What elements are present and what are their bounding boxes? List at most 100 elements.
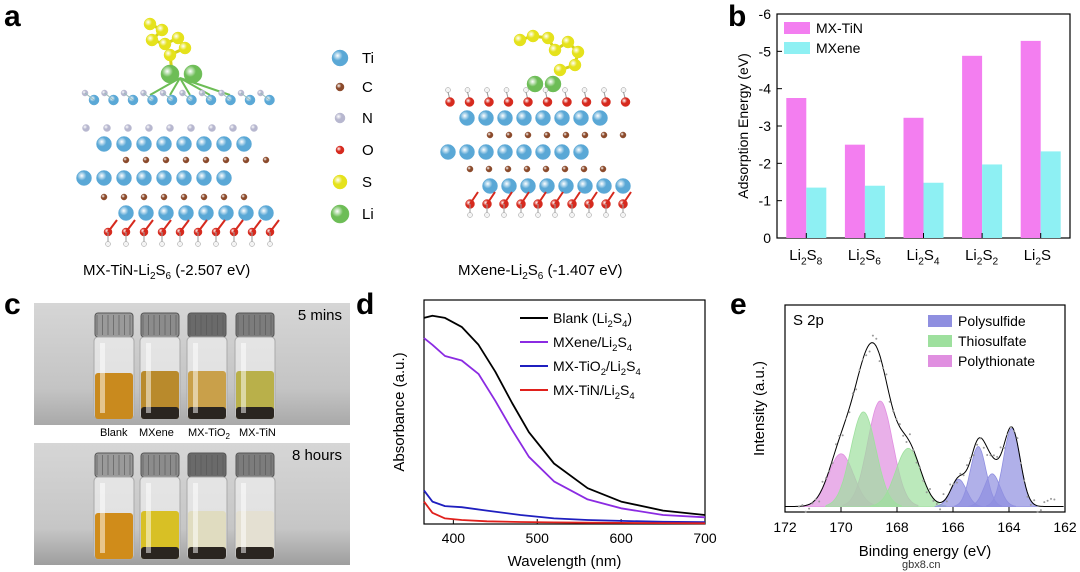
raw-data-point <box>814 498 817 501</box>
raw-data-point <box>986 454 989 456</box>
raw-data-point <box>939 508 942 511</box>
atom-ti <box>96 136 112 152</box>
bar-mxene-li2s8 <box>806 187 827 238</box>
bond-o <box>469 191 479 205</box>
atom-c <box>619 131 627 139</box>
bond <box>240 92 251 101</box>
bar-mx-tin-li2s6 <box>844 144 865 238</box>
y-axis-label: Absorbance (a.u.) <box>391 352 408 471</box>
bond-li <box>169 77 181 96</box>
atom-li <box>526 75 544 93</box>
y-tick-label: -2 <box>759 155 772 171</box>
raw-data-point <box>821 480 824 483</box>
raw-data-point <box>922 479 925 482</box>
y-tick-label: -4 <box>759 81 772 97</box>
vial-cap <box>94 312 134 338</box>
atom-ti <box>554 144 570 160</box>
atom-h <box>620 87 627 93</box>
legend-label: MX-TiN/Li2S4 <box>553 382 635 402</box>
atom-ti <box>596 178 612 194</box>
atom-o <box>484 97 494 107</box>
vial-label-mx-tin: MX-TiN <box>239 427 276 439</box>
raw-data-point <box>835 443 837 446</box>
raw-data-point <box>808 507 811 510</box>
atom-n <box>229 124 237 132</box>
legend-label-o: O <box>362 142 374 159</box>
atom-c <box>140 193 148 201</box>
bond-o <box>605 191 615 205</box>
atom-ti <box>497 110 513 126</box>
raw-data-point <box>824 477 827 480</box>
atom-h <box>249 241 255 247</box>
x-axis-label: Binding energy (eV) <box>859 543 992 560</box>
atom-s <box>171 31 185 45</box>
vial <box>234 312 276 420</box>
legend-label-polysulfide: Polysulfide <box>958 313 1026 329</box>
atom-c <box>242 156 250 164</box>
atom-s <box>145 33 159 47</box>
atom-h <box>581 87 588 93</box>
bond <box>123 92 134 101</box>
atom-h <box>601 87 607 93</box>
y-axis-label: Intensity (a.u.) <box>751 361 768 456</box>
raw-data-point <box>1046 499 1049 502</box>
bond-o <box>125 219 136 233</box>
raw-data-point <box>969 457 972 460</box>
vial-cap <box>140 452 180 478</box>
atom-s <box>155 23 169 37</box>
y-tick-label: -1 <box>759 193 772 209</box>
x-tick-label: 166 <box>941 519 965 535</box>
atom-h <box>231 241 237 247</box>
x-tick-label: 600 <box>609 530 633 546</box>
atom-n <box>124 124 132 132</box>
atom-ti <box>178 205 194 221</box>
bond-o <box>107 219 118 233</box>
atom-c <box>240 193 248 201</box>
bond-o <box>503 191 513 205</box>
atom-c <box>222 156 230 164</box>
vial-label-mx-tio2: MX-TiO2 <box>188 427 230 442</box>
legend-swatch-mx-tin <box>784 22 810 34</box>
atom-c <box>466 165 474 173</box>
raw-data-point <box>1026 495 1029 498</box>
atom-h <box>267 241 273 247</box>
bond <box>84 92 95 101</box>
atom-ti <box>592 110 608 126</box>
raw-data-point <box>932 499 935 502</box>
atom-h <box>159 241 165 247</box>
x-tick-label: 400 <box>442 530 466 546</box>
time-label-8-hours: 8 hours <box>291 447 342 464</box>
raw-data-point <box>935 503 938 505</box>
raw-data-point <box>1029 503 1032 506</box>
atom-ti <box>573 110 589 126</box>
atom-ti <box>116 170 132 186</box>
atom-h <box>484 212 490 218</box>
atom-ti <box>198 205 214 221</box>
bar-mx-tin-li2s8 <box>786 98 807 238</box>
bond-o <box>537 191 547 205</box>
atom-ti <box>501 178 517 194</box>
raw-data-point <box>882 367 884 370</box>
bond <box>201 92 212 101</box>
atom-ti <box>535 144 551 160</box>
atom-ti <box>535 110 551 126</box>
atom-o <box>503 97 514 107</box>
raw-data-point <box>865 354 868 357</box>
atom-c <box>100 193 108 201</box>
vial <box>139 452 181 560</box>
raw-data-point <box>952 483 955 486</box>
vial <box>93 452 135 560</box>
atom-ti <box>96 170 112 186</box>
bond-o <box>554 191 564 205</box>
raw-data-point <box>1003 446 1005 449</box>
atom-li <box>544 75 562 93</box>
vial-reflection <box>100 343 105 413</box>
raw-data-point <box>979 437 982 440</box>
bond <box>162 92 173 101</box>
atom-c <box>524 131 532 139</box>
raw-data-point <box>929 488 931 490</box>
atom-o <box>542 97 553 107</box>
panel-b-bar-chart: 0 -1 -2 -3 -4 -5 -6 Adsorption Energy (eV) Li2S8… <box>735 6 1071 268</box>
raw-data-point <box>885 373 888 376</box>
